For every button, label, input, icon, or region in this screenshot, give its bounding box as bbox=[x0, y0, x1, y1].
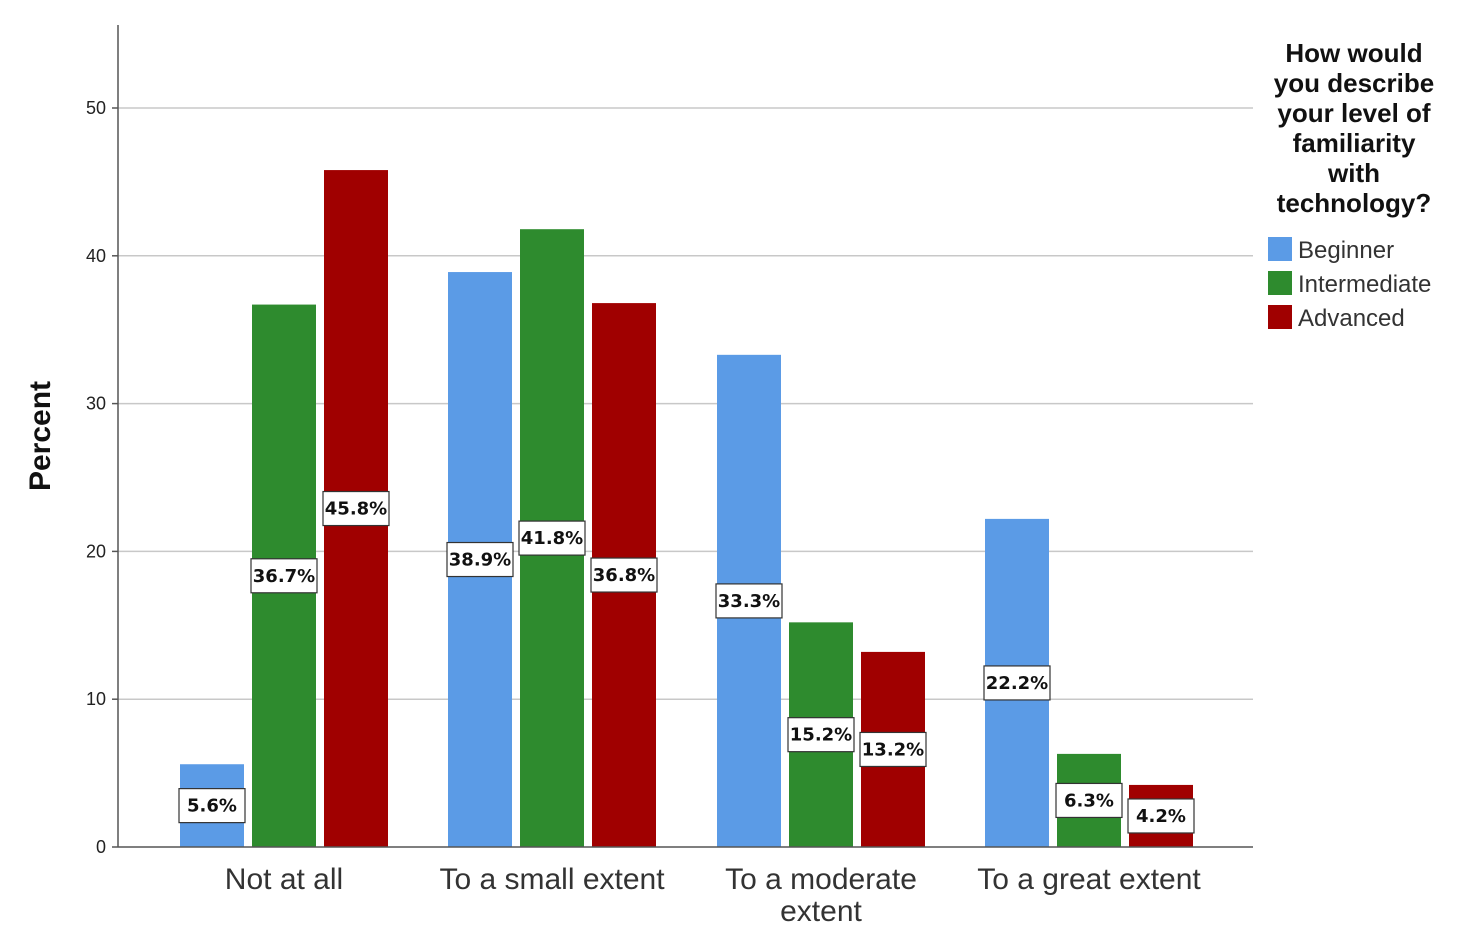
legend-label-intermediate: Intermediate bbox=[1298, 271, 1431, 298]
legend-title-line: technology? bbox=[1277, 188, 1432, 218]
y-tick-label: 20 bbox=[86, 541, 106, 561]
data-label: 4.2% bbox=[1136, 806, 1186, 827]
data-label: 33.3% bbox=[718, 591, 780, 612]
y-tick-label: 10 bbox=[86, 689, 106, 709]
legend-swatch-advanced bbox=[1268, 305, 1292, 329]
legend-title-line: your level of bbox=[1277, 98, 1430, 128]
data-label: 36.8% bbox=[593, 565, 655, 586]
legend-label-beginner: Beginner bbox=[1298, 237, 1394, 264]
data-label-box bbox=[859, 731, 927, 768]
y-tick-label: 0 bbox=[96, 837, 106, 857]
data-labels: 5.6% 38.9% 33.3% 22.2% 36.7% 41.8% 15.2% 6.3% 45… bbox=[178, 490, 1195, 834]
data-label-box bbox=[787, 717, 855, 753]
data-label: 15.2% bbox=[790, 725, 852, 746]
legend-swatch-beginner bbox=[1268, 237, 1292, 261]
data-label: 5.6% bbox=[187, 796, 237, 817]
data-label: 22.2% bbox=[986, 673, 1048, 694]
data-label: 13.2% bbox=[862, 739, 924, 760]
data-label: 6.3% bbox=[1064, 790, 1114, 811]
data-label-box bbox=[1055, 782, 1123, 819]
y-tick-label: 40 bbox=[86, 246, 106, 266]
data-label-box bbox=[715, 583, 783, 619]
data-label-box bbox=[322, 490, 390, 527]
data-label-box bbox=[518, 520, 586, 556]
data-label: 41.8% bbox=[521, 528, 583, 549]
legend-title-line: How would bbox=[1285, 38, 1422, 68]
legend: How would you describe your level of famili… bbox=[1268, 38, 1434, 332]
data-label-box bbox=[250, 558, 318, 594]
legend-title-line: with bbox=[1327, 158, 1380, 188]
x-category-label: To a moderate extent bbox=[725, 863, 917, 928]
y-tick-label: 50 bbox=[86, 98, 106, 118]
legend-title-line: familiarity bbox=[1293, 128, 1416, 158]
x-category-label: To a small extent bbox=[439, 863, 665, 896]
data-label-box bbox=[983, 665, 1051, 701]
data-label-box bbox=[1127, 798, 1195, 834]
data-label: 36.7% bbox=[253, 566, 315, 587]
legend-title-line: you describe bbox=[1274, 68, 1434, 98]
y-tick-label: 30 bbox=[86, 394, 106, 414]
data-label-box bbox=[178, 788, 246, 824]
data-label: 45.8% bbox=[325, 499, 387, 520]
legend-title: How would you describe your level of famili… bbox=[1274, 38, 1434, 218]
axes: 0 10 20 30 40 50 Percent Not at all To a small e… bbox=[24, 25, 1253, 928]
legend-label-advanced: Advanced bbox=[1298, 305, 1405, 332]
data-label-box bbox=[446, 541, 514, 578]
data-label: 38.9% bbox=[449, 550, 511, 571]
legend-swatch-intermediate bbox=[1268, 271, 1292, 295]
x-category-label: Not at all bbox=[225, 863, 343, 896]
x-category-label: To a great extent bbox=[977, 863, 1201, 896]
y-axis-label: Percent bbox=[24, 381, 57, 491]
data-label-box bbox=[590, 557, 658, 593]
